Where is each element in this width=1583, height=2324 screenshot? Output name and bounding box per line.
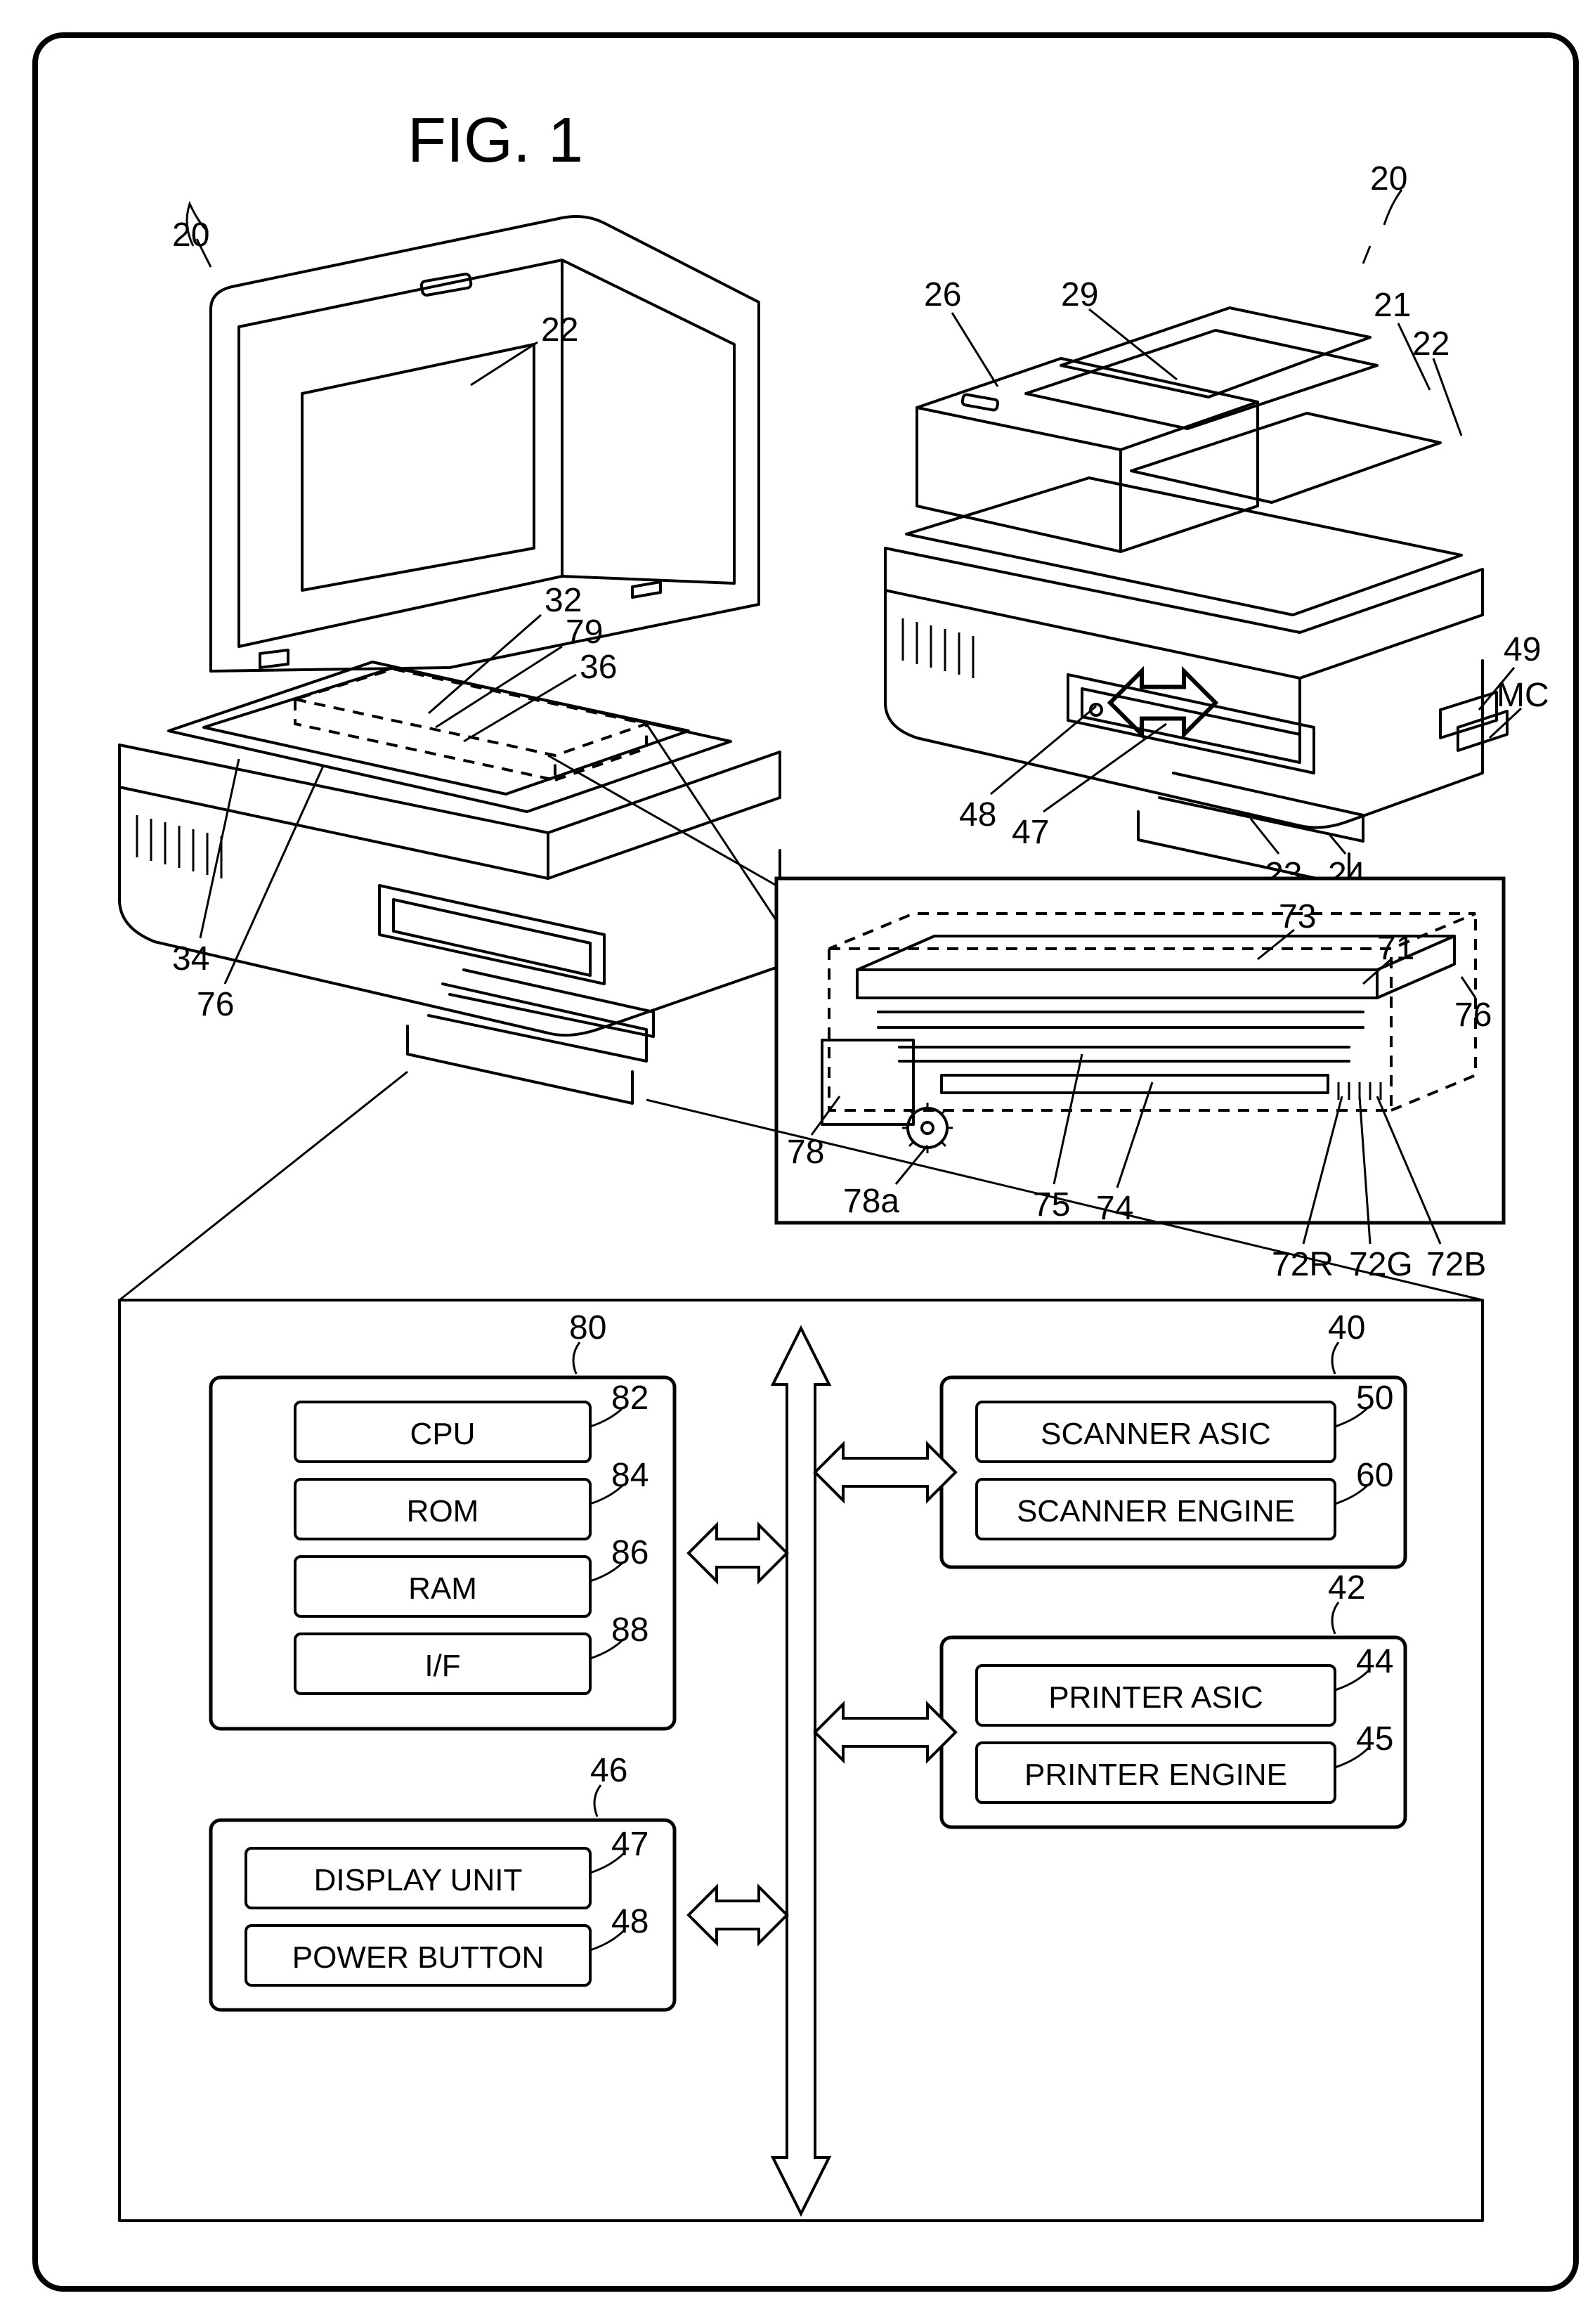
ref-71: 71	[1377, 930, 1414, 967]
ref-72B: 72B	[1426, 1246, 1486, 1283]
rom-label: ROM	[407, 1494, 479, 1528]
ref-78: 78	[787, 1134, 824, 1171]
ref-36: 36	[580, 649, 617, 686]
figure-title: FIG. 1	[408, 105, 583, 176]
ref-73: 73	[1279, 898, 1316, 935]
ref-22-left: 22	[541, 311, 578, 349]
ref-29: 29	[1061, 276, 1098, 313]
ref-44: 44	[1356, 1643, 1393, 1680]
power-label: POWER BUTTON	[292, 1940, 545, 1975]
cpu-label: CPU	[410, 1417, 476, 1451]
printer-engine-label: PRINTER ENGINE	[1024, 1758, 1287, 1792]
ref-79: 79	[566, 614, 603, 651]
ref-76-left: 76	[197, 986, 234, 1023]
ref-48: 48	[611, 1903, 649, 1940]
ref-86: 86	[611, 1534, 649, 1571]
ref-75: 75	[1033, 1186, 1070, 1223]
ref-88: 88	[611, 1611, 649, 1649]
ref-78a: 78a	[843, 1183, 899, 1220]
ref-72G: 72G	[1349, 1246, 1413, 1283]
ref-48b: 48	[959, 796, 996, 833]
ref-22-right: 22	[1412, 325, 1450, 363]
ref-20-left: 20	[172, 216, 209, 254]
figure-svg: FIG. 1	[14, 14, 1583, 2310]
ref-60: 60	[1356, 1457, 1393, 1494]
ref-47: 47	[611, 1826, 649, 1863]
ram-label: RAM	[408, 1571, 477, 1606]
printer-asic-label: PRINTER ASIC	[1048, 1680, 1263, 1715]
scanner-asic-label: SCANNER ASIC	[1041, 1417, 1271, 1451]
ref-mc: MC	[1497, 677, 1549, 714]
ref-34: 34	[172, 940, 209, 978]
ref-82: 82	[611, 1380, 649, 1417]
ref-26: 26	[924, 276, 961, 313]
if-label: I/F	[424, 1649, 460, 1683]
ref-21: 21	[1374, 287, 1411, 324]
ref-40: 40	[1328, 1309, 1365, 1346]
ref-76-inset: 76	[1454, 997, 1492, 1034]
ref-80: 80	[569, 1309, 606, 1346]
ref-84: 84	[611, 1457, 649, 1494]
ref-42: 42	[1328, 1569, 1365, 1606]
ref-45: 45	[1356, 1720, 1393, 1758]
ref-50: 50	[1356, 1380, 1393, 1417]
display-label: DISPLAY UNIT	[314, 1863, 523, 1897]
ref-47-right: 47	[1012, 814, 1049, 851]
ref-20-right: 20	[1370, 160, 1407, 197]
ref-49: 49	[1504, 631, 1541, 668]
scanner-engine-label: SCANNER ENGINE	[1017, 1494, 1295, 1528]
ref-46: 46	[590, 1752, 627, 1789]
